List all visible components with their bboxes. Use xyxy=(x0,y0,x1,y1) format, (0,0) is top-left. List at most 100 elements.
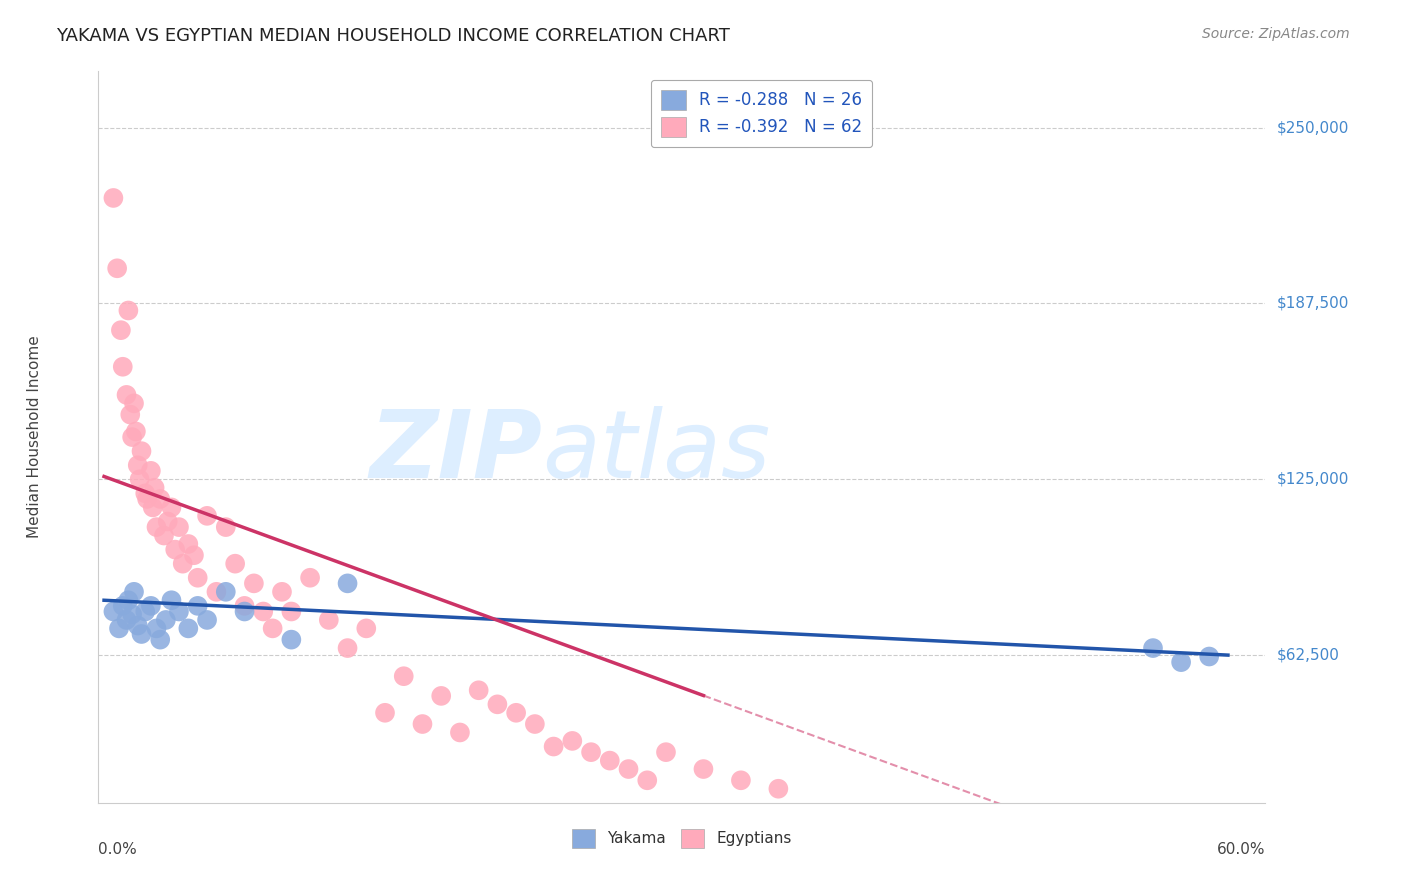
Point xyxy=(127,458,149,473)
Point xyxy=(187,571,209,585)
Point xyxy=(121,430,143,444)
Point xyxy=(486,698,509,712)
Point xyxy=(115,388,138,402)
Point xyxy=(111,599,134,613)
Point xyxy=(108,621,131,635)
Text: $250,000: $250,000 xyxy=(1277,120,1348,135)
Point xyxy=(505,706,527,720)
Text: ZIP: ZIP xyxy=(368,406,541,498)
Legend: Yakama, Egyptians: Yakama, Egyptians xyxy=(567,822,797,854)
Point xyxy=(356,621,378,635)
Point xyxy=(160,500,183,515)
Point xyxy=(167,605,190,619)
Point xyxy=(149,632,172,647)
Text: 60.0%: 60.0% xyxy=(1218,842,1265,856)
Point xyxy=(233,605,256,619)
Point xyxy=(177,621,200,635)
Point xyxy=(411,717,433,731)
Point xyxy=(155,613,177,627)
Point xyxy=(142,500,165,515)
Point xyxy=(523,717,546,731)
Point xyxy=(430,689,453,703)
Point xyxy=(467,683,489,698)
Text: YAKAMA VS EGYPTIAN MEDIAN HOUSEHOLD INCOME CORRELATION CHART: YAKAMA VS EGYPTIAN MEDIAN HOUSEHOLD INCO… xyxy=(56,27,730,45)
Point xyxy=(1142,641,1164,656)
Point xyxy=(122,584,145,599)
Point xyxy=(125,425,148,439)
Point xyxy=(134,605,156,619)
Point xyxy=(299,571,322,585)
Point xyxy=(336,641,359,656)
Point xyxy=(636,773,658,788)
Point xyxy=(692,762,714,776)
Point xyxy=(131,444,153,458)
Point xyxy=(103,605,125,619)
Point xyxy=(543,739,565,754)
Point xyxy=(139,464,162,478)
Point xyxy=(111,359,134,374)
Point xyxy=(318,613,340,627)
Point xyxy=(224,557,246,571)
Point xyxy=(134,486,156,500)
Text: $125,000: $125,000 xyxy=(1277,472,1348,487)
Point xyxy=(177,537,200,551)
Point xyxy=(768,781,790,796)
Point xyxy=(252,605,274,619)
Text: $62,500: $62,500 xyxy=(1277,648,1340,663)
Point xyxy=(105,261,128,276)
Point xyxy=(145,520,167,534)
Point xyxy=(655,745,678,759)
Point xyxy=(122,396,145,410)
Point xyxy=(160,593,183,607)
Point xyxy=(1170,655,1192,669)
Point xyxy=(145,621,167,635)
Point xyxy=(131,627,153,641)
Point xyxy=(128,472,150,486)
Point xyxy=(127,618,149,632)
Point xyxy=(183,548,205,562)
Point xyxy=(165,542,187,557)
Point xyxy=(143,481,166,495)
Point xyxy=(149,491,172,506)
Point xyxy=(121,607,143,622)
Point xyxy=(579,745,602,759)
Point xyxy=(120,408,142,422)
Point xyxy=(392,669,415,683)
Point xyxy=(233,599,256,613)
Point xyxy=(280,632,302,647)
Point xyxy=(110,323,132,337)
Text: Source: ZipAtlas.com: Source: ZipAtlas.com xyxy=(1202,27,1350,41)
Point xyxy=(449,725,471,739)
Point xyxy=(195,613,218,627)
Point xyxy=(280,605,302,619)
Point xyxy=(617,762,640,776)
Point xyxy=(117,593,139,607)
Point xyxy=(139,599,162,613)
Text: atlas: atlas xyxy=(541,406,770,497)
Point xyxy=(205,584,228,599)
Point xyxy=(187,599,209,613)
Point xyxy=(103,191,125,205)
Point xyxy=(730,773,752,788)
Point xyxy=(271,584,294,599)
Point xyxy=(215,520,238,534)
Point xyxy=(117,303,139,318)
Point xyxy=(115,613,138,627)
Point xyxy=(599,754,621,768)
Text: $187,500: $187,500 xyxy=(1277,296,1348,311)
Text: Median Household Income: Median Household Income xyxy=(27,335,42,539)
Point xyxy=(374,706,396,720)
Point xyxy=(561,734,583,748)
Point xyxy=(172,557,194,571)
Point xyxy=(195,508,218,523)
Point xyxy=(153,528,176,542)
Point xyxy=(336,576,359,591)
Text: 0.0%: 0.0% xyxy=(98,842,138,856)
Point xyxy=(243,576,266,591)
Point xyxy=(262,621,284,635)
Point xyxy=(167,520,190,534)
Point xyxy=(156,515,179,529)
Point xyxy=(1198,649,1220,664)
Point xyxy=(215,584,238,599)
Point xyxy=(136,491,159,506)
